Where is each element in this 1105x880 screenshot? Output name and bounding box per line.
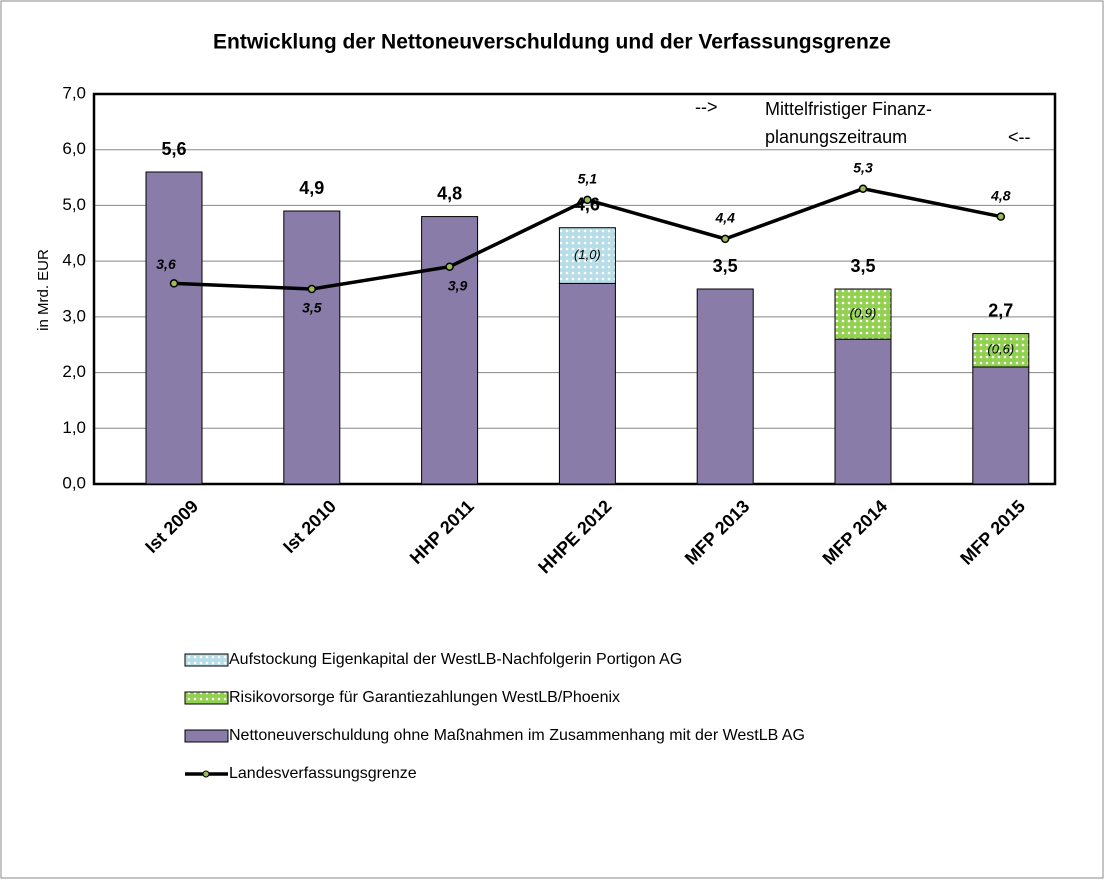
line-value-label: 3,6 xyxy=(156,256,176,272)
annotation: <-- xyxy=(1008,127,1031,147)
chart-title: Entwicklung der Nettoneuverschuldung und… xyxy=(213,31,891,54)
total-label: 2,7 xyxy=(988,300,1013,320)
total-label: 3,5 xyxy=(850,256,875,276)
line-value-label: 4,4 xyxy=(714,210,735,226)
line-marker xyxy=(583,195,592,205)
line-marker xyxy=(445,262,454,271)
line-marker xyxy=(858,184,868,193)
annotation: --> xyxy=(695,97,718,117)
bar xyxy=(972,366,1030,485)
y-axis-label: in Mrd. EUR xyxy=(35,249,52,331)
total-label: 4,9 xyxy=(299,178,324,198)
legend-swatch xyxy=(184,691,229,705)
legend-swatch xyxy=(184,653,229,667)
annotation: Mittelfristiger Finanz- xyxy=(765,99,932,119)
line-value-label: 4,8 xyxy=(990,187,1011,203)
line-marker xyxy=(996,212,1006,221)
legend-label: Landesverfassungsgrenze xyxy=(229,765,417,782)
value-label: (0,6) xyxy=(987,342,1014,357)
bar xyxy=(834,338,892,485)
y-tick-label: 4,0 xyxy=(62,251,86,270)
bar xyxy=(421,216,479,485)
line-marker xyxy=(720,234,730,244)
line-value-label: 3,9 xyxy=(448,277,468,293)
legend-label: Risikovorsorge für Garantiezahlungen Wes… xyxy=(229,689,620,706)
y-tick-label: 7,0 xyxy=(62,83,86,102)
legend-marker xyxy=(202,770,210,778)
bar xyxy=(145,171,203,485)
legend-swatch xyxy=(184,729,229,743)
bar xyxy=(834,288,892,340)
line-value-label: 3,5 xyxy=(302,300,322,316)
y-tick-label: 1,0 xyxy=(62,418,86,437)
total-label: 5,6 xyxy=(161,139,186,159)
total-label: 3,5 xyxy=(713,256,738,276)
line-value-label: 5,3 xyxy=(853,159,873,175)
legend-label: Aufstockung Eigenkapital der WestLB-Nach… xyxy=(229,651,682,668)
y-tick-label: 6,0 xyxy=(62,139,86,158)
y-tick-label: 0,0 xyxy=(62,473,86,492)
value-label: (0,9) xyxy=(850,306,877,321)
bar xyxy=(558,227,616,284)
bar xyxy=(283,210,341,485)
y-tick-label: 5,0 xyxy=(62,195,86,214)
annotation: planungszeitraum xyxy=(765,127,907,147)
line-marker xyxy=(169,279,179,288)
y-tick-label: 2,0 xyxy=(62,362,86,381)
bar xyxy=(696,288,754,485)
y-tick-label: 3,0 xyxy=(62,306,86,325)
bar xyxy=(558,282,616,485)
total-label: 4,6 xyxy=(575,194,600,214)
total-label: 4,8 xyxy=(437,183,462,203)
legend-label: Nettoneuverschuldung ohne Maßnahmen im Z… xyxy=(229,727,805,744)
value-label: (1,0) xyxy=(574,247,601,262)
line-value-label: 5,1 xyxy=(578,171,598,187)
line-marker xyxy=(307,284,317,294)
bar xyxy=(972,333,1030,368)
